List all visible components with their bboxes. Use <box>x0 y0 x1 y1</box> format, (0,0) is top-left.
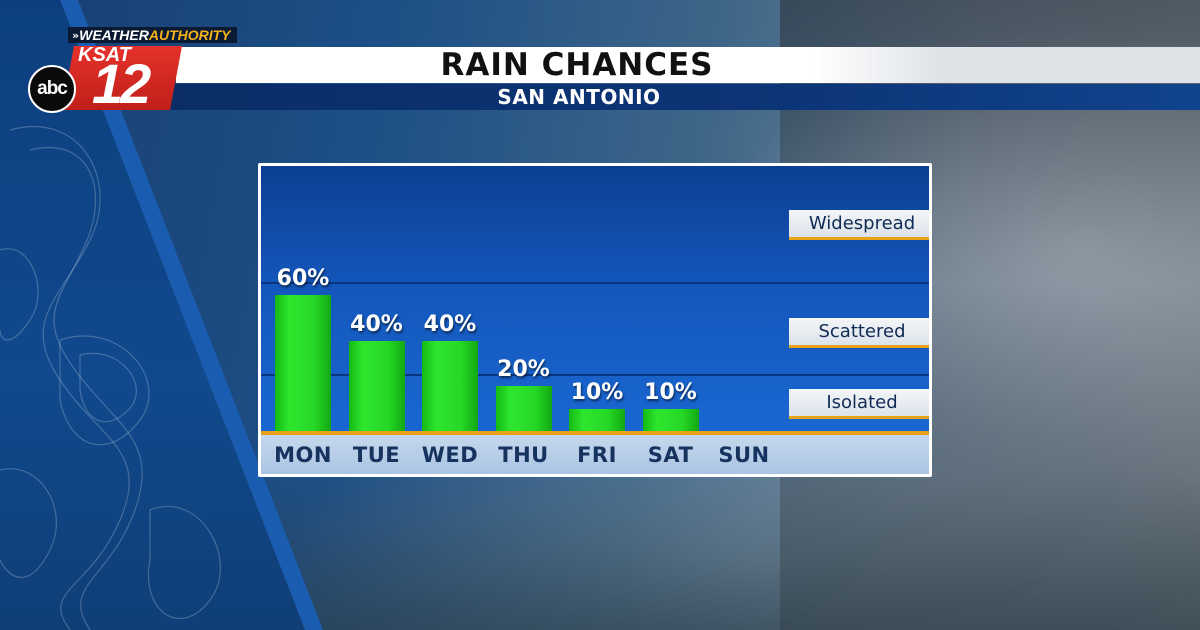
page-title: RAIN CHANCES <box>440 47 714 83</box>
band-divider-lower <box>261 374 929 376</box>
day-label-wed: WED <box>421 443 479 467</box>
bar-sat <box>642 409 699 432</box>
chevron-double-right-icon: » <box>72 28 79 42</box>
weather-word: WEATHER <box>79 27 149 43</box>
contour-map-decoration <box>0 125 221 630</box>
bar-value-label-sat: 10% <box>644 380 697 406</box>
title-bar <box>176 47 1200 83</box>
day-label-tue: TUE <box>352 443 401 467</box>
day-label-fri: FRI <box>577 443 617 467</box>
chart-plot-area: Widespread Scattered Isolated 60% 40% 40% 2… <box>261 166 929 474</box>
rain-chance-chart: Widespread Scattered Isolated 60% 40% 40% 2… <box>258 163 932 477</box>
bar-value-label-tue: 40% <box>350 311 403 337</box>
bar-value-label-wed: 40% <box>423 311 477 337</box>
intensity-label-isolated: Isolated <box>789 389 929 419</box>
bar-mon <box>275 295 331 432</box>
day-label-thu: THU <box>498 443 549 467</box>
bar-value-label-thu: 20% <box>497 357 550 383</box>
bar-thu <box>495 386 552 432</box>
authority-word: AUTHORITY <box>148 27 231 43</box>
ksat-logo-text: KSAT <box>78 44 131 66</box>
subtitle-bar <box>160 84 1200 110</box>
day-label-mon: MON <box>274 443 332 467</box>
weather-authority-tag: » WEATHERAUTHORITY <box>68 27 237 43</box>
bar-fri <box>569 409 625 432</box>
intensity-label-scattered: Scattered <box>789 318 929 348</box>
bar-value-label-fri: 10% <box>570 380 624 406</box>
page-subtitle: SAN ANTONIO <box>497 85 661 109</box>
bar-value-label-mon: 60% <box>276 266 330 292</box>
abc-logo: abc <box>28 65 76 113</box>
intensity-label-widespread: Widespread <box>789 210 929 240</box>
ksat-logo <box>62 46 182 110</box>
band-divider-upper <box>261 282 929 284</box>
day-label-sat: SAT <box>647 443 694 467</box>
bar-tue <box>348 340 405 432</box>
ksat-logo-number: 12 <box>92 52 151 115</box>
day-axis-strip <box>261 435 929 474</box>
chart-baseline <box>261 431 929 435</box>
day-label-sun: SUN <box>718 443 770 467</box>
bar-wed <box>422 340 478 432</box>
weather-authority-text: WEATHERAUTHORITY <box>79 27 230 43</box>
